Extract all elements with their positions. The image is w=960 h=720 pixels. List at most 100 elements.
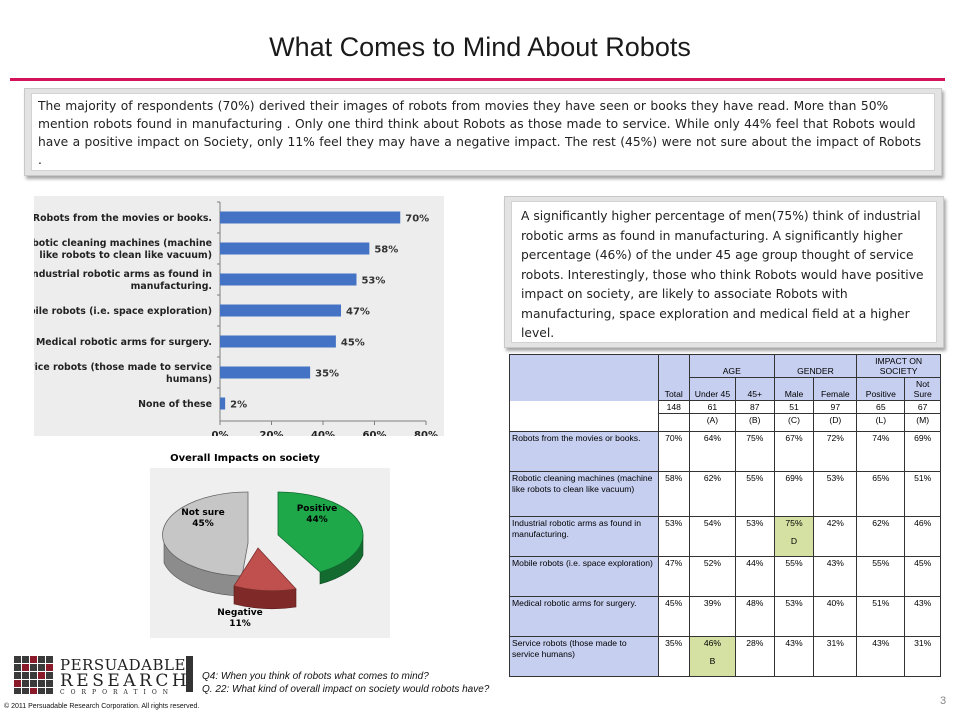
pie-chart-title: Overall Impacts on society	[170, 453, 320, 464]
title-divider	[10, 78, 945, 81]
category-label: humans)	[166, 374, 212, 385]
category-label: Service robots (those made to service	[34, 362, 212, 373]
bar	[220, 335, 336, 348]
col-header: Under 45	[688, 377, 736, 401]
group-header-age: AGE	[688, 354, 775, 378]
significance-marker: D	[790, 536, 798, 546]
category-label: manufacturing.	[131, 281, 212, 292]
pie-label-not-sure: Not sure 45%	[181, 508, 225, 529]
table-cell: 39%	[688, 596, 736, 637]
table-cell: 62%	[856, 516, 906, 557]
bar	[220, 304, 342, 317]
col-letter-cell: (C)	[773, 413, 815, 432]
table-cell: 65%	[856, 471, 906, 517]
bar-chart: 70% Robots from the movies or books. 58% Ro…	[34, 201, 438, 436]
bar-data-label: 47%	[346, 307, 370, 318]
table-cell: 67%	[773, 431, 815, 472]
col-header: Female	[813, 377, 858, 401]
table-cell: 69%	[773, 471, 815, 517]
table-cell: 44%	[734, 556, 775, 597]
table-cell: 69%	[904, 431, 941, 472]
col-header: 45+	[734, 377, 775, 401]
col-letter-cell: (L)	[856, 413, 906, 432]
bar-data-label: 35%	[315, 369, 339, 380]
row-label: Industrial robotic arms as found in manu…	[509, 516, 659, 557]
question-note-q4: Q4: When you think of robots what comes …	[202, 671, 429, 682]
category-label: Medical robotic arms for surgery.	[36, 337, 212, 348]
question-note-q22: Q. 22: What kind of overall impact on so…	[202, 684, 490, 695]
row-label: Service robots (those made to service hu…	[509, 636, 659, 677]
group-header-impact: IMPACT ON SOCIETY	[856, 354, 941, 378]
category-label: Robotic cleaning machines (machine	[34, 238, 212, 249]
bar-chart-area: 70% Robots from the movies or books. 58% Ro…	[34, 196, 444, 436]
page-number: 3	[940, 695, 947, 707]
table-cell: 47%	[657, 556, 690, 597]
company-logo: PERSUADABLE® RESEARCH CORPORATION	[14, 656, 194, 696]
category-label: like robots to clean like vacuum)	[39, 250, 212, 261]
table-cell: 42%	[813, 516, 858, 557]
table-cell: 28%	[734, 636, 775, 677]
table-cell: 53%	[773, 596, 815, 637]
bar	[220, 273, 357, 286]
pie-slice-positive	[277, 491, 364, 573]
table-cell: 55%	[734, 471, 775, 517]
row-label: Robots from the movies or books.	[509, 431, 659, 472]
logo-line1: PERSUADABLE	[60, 656, 186, 674]
pie-slice-negative-side	[233, 585, 297, 609]
category-label: Mobile robots (i.e. space exploration)	[34, 306, 212, 317]
pie-slice-negative	[233, 547, 297, 592]
copyright: © 2011 Persuadable Research Corporation.…	[4, 703, 200, 710]
pie-chart-area: Not sure 45% Positive 44% Negative 11%	[150, 468, 390, 638]
page-title: What Comes to Mind About Robots	[269, 32, 691, 62]
pie-label-positive: Positive 44%	[296, 504, 338, 525]
table-cell: 53%	[734, 516, 775, 557]
base-cell: 61	[688, 400, 736, 414]
table-cell: 70%	[657, 431, 690, 472]
col-letter-cell: (A)	[688, 413, 736, 432]
table-row: Robots from the movies or books. 70% 64% 75…	[509, 431, 941, 472]
table-cell: 45%	[904, 556, 941, 597]
category-label: Industrial robotic arms as found in	[34, 269, 212, 280]
col-header: Not Sure	[904, 377, 941, 401]
table-cell: 43%	[904, 596, 941, 637]
summary-callout: The majority of respondents (70%) derive…	[24, 88, 942, 176]
col-header: Positive	[856, 377, 906, 401]
table-cell: 53%	[657, 516, 690, 557]
base-cell: 97	[813, 400, 858, 414]
table-cell: 55%	[856, 556, 906, 597]
table-body: Robots from the movies or books. 70% 64% 75…	[509, 431, 941, 677]
x-tick-label: 60%	[363, 430, 387, 436]
bar	[220, 211, 401, 224]
bar	[220, 366, 311, 379]
table-cell: 62%	[688, 471, 736, 517]
base-cell: 51	[773, 400, 815, 414]
group-header-gender: GENDER	[773, 354, 858, 378]
col-header: Male	[773, 377, 815, 401]
significance-marker: B	[709, 656, 716, 666]
table-cell: 53%	[813, 471, 858, 517]
table-row: Service robots (those made to service hu…	[509, 636, 941, 677]
table-cell: 45%	[657, 596, 690, 637]
table-cell: 46% B	[688, 636, 736, 677]
col-letter-cell	[657, 413, 690, 432]
table-cell: 35%	[657, 636, 690, 677]
pie-chart	[162, 491, 364, 609]
base-cell: 148	[657, 400, 690, 414]
x-tick-label: 20%	[260, 430, 284, 436]
table-cell: 31%	[813, 636, 858, 677]
notes-divider	[186, 656, 193, 692]
table-base-label	[509, 400, 659, 432]
row-label: Medical robotic arms for surgery.	[509, 596, 659, 637]
bar-data-label: 70%	[405, 214, 429, 225]
table-cell: 75%	[734, 431, 775, 472]
table-cell: 52%	[688, 556, 736, 597]
category-label: None of these	[138, 399, 212, 410]
bar-data-label: 58%	[374, 245, 398, 256]
table-cell: 58%	[657, 471, 690, 517]
table-row: Industrial robotic arms as found in manu…	[509, 516, 941, 557]
bar-data-label: 2%	[230, 400, 247, 411]
table-cell: 74%	[856, 431, 906, 472]
table-corner	[509, 354, 659, 401]
summary-text: The majority of respondents (70%) derive…	[31, 93, 935, 171]
insight-text: A significantly higher percentage of men…	[511, 201, 937, 343]
